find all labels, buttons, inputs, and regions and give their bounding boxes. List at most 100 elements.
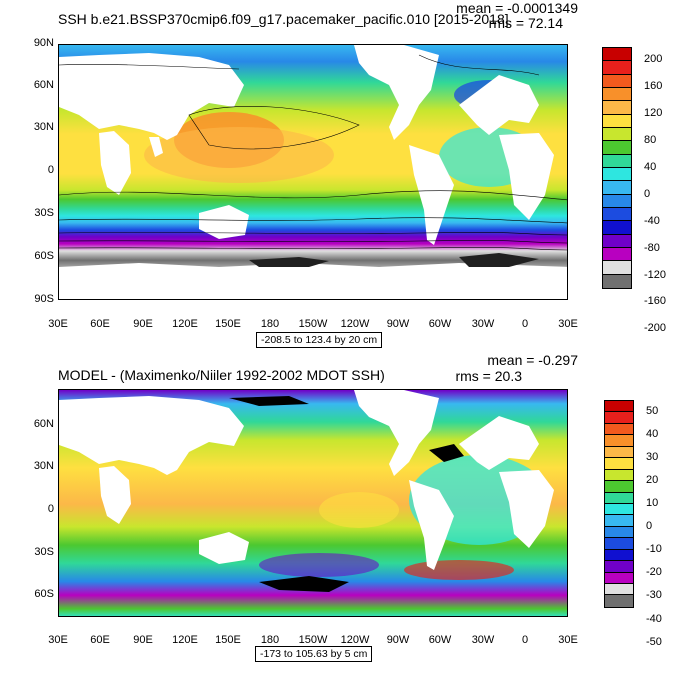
panel2-mean: mean = -0.297 [487,352,578,368]
panel2-ytick: 60N [33,418,54,430]
panel2-colorbar-label: -50 [646,635,662,648]
panel1-colorbar-swatch [603,74,631,88]
panel2-xtick: 150W [298,634,328,646]
panel1-xtick: 90W [386,318,410,330]
panel1-xtick: 120W [340,318,370,330]
panel2-colorbar-label: 40 [646,427,659,440]
panel1-colorbar-label: 40 [644,161,657,173]
panel2-xtick: 180 [260,634,280,646]
panel1-colorbar-swatch [603,247,631,262]
panel2-range-label: -173 to 105.63 by 5 cm [255,646,373,662]
panel2-colorbar [604,400,634,608]
panel1-xtick: 150E [215,318,241,330]
panel1-colorbar-label: 120 [644,107,663,120]
panel2-colorbar-swatch [605,435,633,447]
panel2-colorbar-swatch [605,595,633,607]
panel1-xtick: 30W [471,318,495,330]
panel1-colorbar-label: -200 [644,322,667,335]
panel2-map-svg [59,390,567,616]
panel2-xtick: 30W [471,634,495,646]
panel1-colorbar-label: 160 [644,80,663,93]
panel1-xtick: 60W [428,318,452,330]
panel1-ytick: 90S [34,293,54,305]
panel1-colorbar-swatch [603,48,631,62]
panel2-colorbar-label: 20 [646,473,659,486]
panel1-xtick: 30E [48,318,68,330]
panel2-colorbar-swatch [605,561,633,573]
panel2-xtick: 0 [521,634,529,646]
panel1-ytick: 60N [33,79,54,91]
panel2-ytick: 30S [34,546,54,558]
panel2-colorbar-swatch [605,492,633,504]
panel2-colorbar-swatch [605,446,633,459]
panel1-xtick: 30E [558,318,578,330]
panel1-xtick: 150W [298,318,328,330]
panel1-colorbar-swatch [603,181,631,195]
panel1-ytick: 90N [33,37,54,49]
panel2-colorbar-label: -10 [646,543,662,556]
panel2-ytick: 0 [47,503,54,515]
panel2-colorbar-label: 30 [646,450,659,463]
panel1-map [58,44,568,300]
panel2-xtick: 90E [133,634,153,646]
panel1-colorbar-label: 80 [644,134,657,147]
panel1-colorbar-swatch [603,261,631,275]
panel2-colorbar-swatch [605,515,633,527]
panel2-xtick: 150E [215,634,241,646]
panel1-colorbar-swatch [603,61,631,75]
panel1-colorbar-swatch [603,234,631,248]
panel2-colorbar-swatch [605,572,633,584]
panel2-colorbar-swatch [605,503,633,516]
panel2-colorbar-label: -30 [646,589,662,602]
panel1-xtick: 90E [133,318,153,330]
panel2-colorbar-swatch [605,526,633,539]
panel2-ytick: 60S [34,588,54,600]
panel2-colorbar-label: 10 [646,497,659,509]
panel1-colorbar-swatch [603,87,631,102]
panel2-xtick: 120W [340,634,370,646]
panel1-colorbar-swatch [603,154,631,168]
panel2-xtick: 90W [386,634,410,646]
panel2-ytick: 30N [33,460,54,472]
panel1-colorbar-label: -80 [644,241,660,254]
panel2-colorbar-swatch [605,584,633,596]
panel1-colorbar-swatch [603,167,631,182]
panel1-colorbar-label: 0 [644,187,651,200]
panel1-colorbar-swatch [603,114,631,128]
panel1-title: SSH b.e21.BSSP370cmip6.f09_g17.pacemaker… [58,11,509,27]
panel2-xtick: 120E [172,634,198,646]
panel1-colorbar-swatch [603,141,631,155]
panel2-colorbar-label: -20 [646,566,662,579]
panel2-colorbar-swatch [605,549,633,562]
panel1-colorbar-label: 200 [644,53,663,66]
panel2-title: MODEL - (Maximenko/Niiler 1992-2002 MDOT… [58,367,385,383]
panel1-xtick: 120E [172,318,198,330]
panel2-colorbar-swatch [605,538,633,550]
panel1-colorbar [602,47,632,289]
panel1-colorbar-swatch [603,127,631,142]
panel1-ytick: 30N [33,121,54,133]
panel1-mean: mean = -0.0001349 [456,0,578,16]
panel1-colorbar-swatch [603,194,631,208]
panel1-colorbar-label: -120 [644,268,667,281]
panel1-xtick: 60E [90,318,110,330]
panel2-colorbar-label: 50 [646,404,659,417]
panel1-xtick: 180 [260,318,280,330]
panel1-ytick: 0 [47,164,54,176]
panel2-rms: rms = 20.3 [455,368,522,384]
panel2-xtick: 30E [48,634,68,646]
panel2-colorbar-label: -40 [646,612,662,625]
panel1-colorbar-label: -40 [644,214,660,227]
panel1-colorbar-swatch [603,221,631,235]
panel1-colorbar-swatch [603,274,631,288]
panel1-ytick: 60S [34,250,54,262]
panel2-xtick: 60W [428,634,452,646]
panel2-colorbar-swatch [605,469,633,482]
panel1-colorbar-swatch [603,101,631,115]
panel1-ytick: 30S [34,207,54,219]
panel1-colorbar-swatch [603,207,631,222]
panel2-colorbar-swatch [605,481,633,493]
panel2-colorbar-swatch [605,458,633,470]
panel2-xtick: 30E [558,634,578,646]
panel2-map [58,389,568,617]
